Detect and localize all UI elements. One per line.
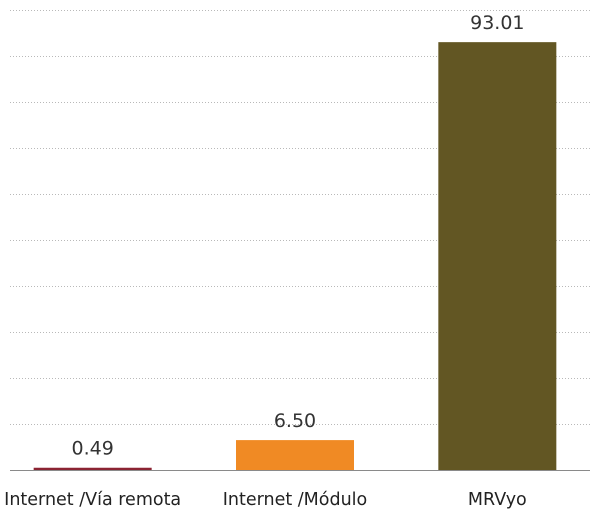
category-label-3: MRVyo	[468, 490, 527, 510]
category-labels: Internet /Vía remota Internet /Módulo MRVy…	[4, 490, 527, 510]
bars	[33, 42, 557, 471]
bar-2	[236, 440, 354, 470]
bar-1	[33, 467, 152, 470]
bar-3	[438, 42, 557, 471]
value-labels: 0.49 6.50 93.01	[72, 12, 525, 460]
category-label-1: Internet /Vía remota	[4, 490, 181, 510]
category-label-2: Internet /Módulo	[223, 490, 368, 510]
value-label-1: 0.49	[72, 438, 114, 460]
value-label-3: 93.01	[470, 12, 524, 34]
value-label-2: 6.50	[274, 410, 316, 432]
